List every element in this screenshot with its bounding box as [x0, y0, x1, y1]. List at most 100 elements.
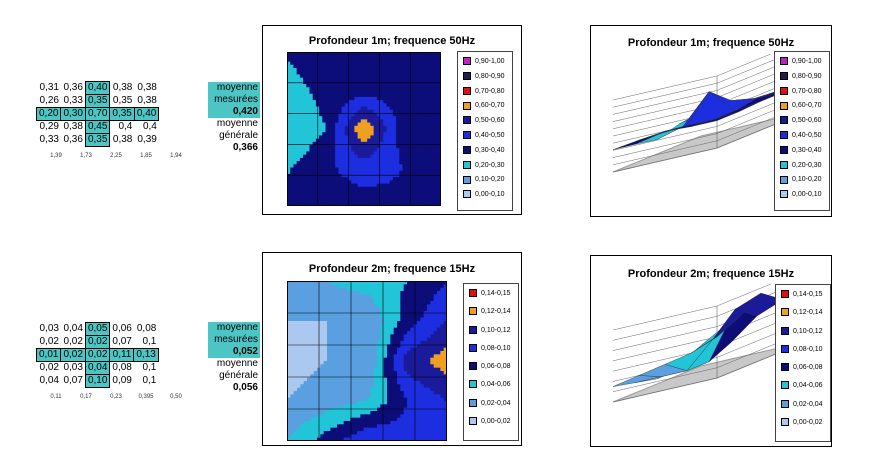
contour-cell	[344, 157, 349, 162]
contour-cell	[370, 157, 375, 162]
contour-cell	[340, 297, 345, 302]
contour-cell	[410, 287, 415, 292]
contour-cell	[383, 404, 388, 409]
contour-cell	[433, 404, 438, 409]
contour-cell	[389, 52, 394, 56]
contour-cell	[340, 424, 345, 429]
contour-cell	[360, 361, 365, 365]
legend-swatch	[780, 175, 788, 184]
contour-cell	[380, 93, 384, 98]
contour-cell	[331, 132, 336, 137]
contour-cell	[313, 377, 318, 382]
contour-cell	[340, 374, 345, 379]
contour-cell	[344, 148, 349, 153]
contour-cell	[423, 291, 428, 295]
contour-cell	[396, 183, 400, 188]
contour-cell	[383, 167, 388, 172]
legend-label: 0,90-1,00	[792, 58, 822, 65]
contour-cell	[386, 189, 391, 194]
contour-cell	[322, 145, 327, 149]
contour-cell	[440, 367, 445, 372]
contour-cell	[319, 77, 323, 82]
contour-cell	[313, 354, 318, 359]
contour-cell	[413, 304, 418, 309]
generale-value: 0,056	[232, 382, 258, 393]
contour-cell	[410, 341, 415, 345]
contour-cell	[293, 397, 298, 402]
contour-cell	[360, 344, 365, 349]
contour-cell	[299, 84, 304, 88]
contour-cell	[363, 371, 368, 375]
contour-cell	[421, 84, 426, 88]
contour-cell	[370, 103, 375, 108]
contour-cell	[293, 344, 298, 349]
contour-cell	[363, 304, 368, 309]
contour-cell	[413, 427, 418, 432]
contour-cell	[440, 391, 445, 395]
contour-cell	[437, 84, 441, 88]
contour-cell	[405, 119, 410, 124]
contour-cell	[408, 68, 413, 72]
contour-cell	[303, 129, 307, 133]
contour-cell	[427, 321, 431, 325]
contour-cell	[417, 381, 421, 385]
contour-cell	[420, 424, 425, 429]
column-sum: 1,85	[140, 153, 152, 159]
contour-cell	[347, 109, 352, 114]
contour-cell	[370, 301, 375, 305]
contour-cell	[325, 58, 330, 63]
contour-cell	[440, 297, 445, 302]
contour-cell	[341, 109, 346, 114]
contour-cell	[434, 61, 439, 66]
contour-cell	[347, 294, 351, 299]
contour-cell	[410, 304, 415, 309]
contour-cell	[437, 55, 441, 60]
contour-cell	[341, 87, 346, 92]
contour-cell	[323, 294, 328, 299]
contour-cell	[413, 284, 418, 289]
contour-cell	[370, 377, 375, 382]
contour-cell	[335, 148, 339, 153]
contour-cell	[338, 193, 343, 197]
contour-cell	[413, 317, 418, 322]
contour-cell	[437, 287, 441, 292]
contour-cell	[407, 374, 411, 379]
contour-cell	[430, 291, 435, 295]
contour-cell	[338, 106, 343, 111]
contour-cell	[354, 183, 359, 188]
contour-cell	[417, 287, 421, 292]
contour-cell	[327, 431, 331, 435]
contour-cell	[287, 122, 291, 127]
contour-cell	[410, 281, 415, 285]
contour-cell	[357, 281, 361, 285]
contour-cell	[387, 294, 391, 299]
contour-cell	[330, 344, 335, 349]
contour-cell	[427, 284, 431, 289]
contour-cell	[431, 109, 436, 114]
contour-cell	[331, 154, 336, 159]
contour-cell	[393, 371, 398, 375]
contour-cell	[306, 52, 311, 56]
contour-cell	[307, 294, 311, 299]
contour-cell	[364, 154, 368, 159]
contour-cell	[367, 421, 371, 425]
legend-label: 0,08-0,10	[481, 344, 511, 352]
contour-cell	[340, 421, 345, 425]
contour-cell	[397, 344, 401, 349]
contour-cell	[357, 287, 361, 292]
contour-cell	[306, 58, 311, 63]
contour-cell	[309, 141, 314, 146]
contour-cell	[408, 170, 413, 175]
grid-cell: 0,10	[84, 374, 111, 388]
contour-cell	[367, 397, 371, 402]
contour-cell	[383, 164, 388, 169]
contour-cell	[328, 138, 333, 143]
grid-cell: 0,1	[142, 375, 157, 386]
contour-cell	[328, 167, 333, 172]
contour-cell	[313, 364, 318, 369]
contour-cell	[386, 77, 391, 82]
contour-cell	[364, 157, 368, 162]
contour-cell	[440, 407, 445, 412]
contour-cell	[380, 55, 384, 60]
contour-cell	[433, 397, 438, 402]
